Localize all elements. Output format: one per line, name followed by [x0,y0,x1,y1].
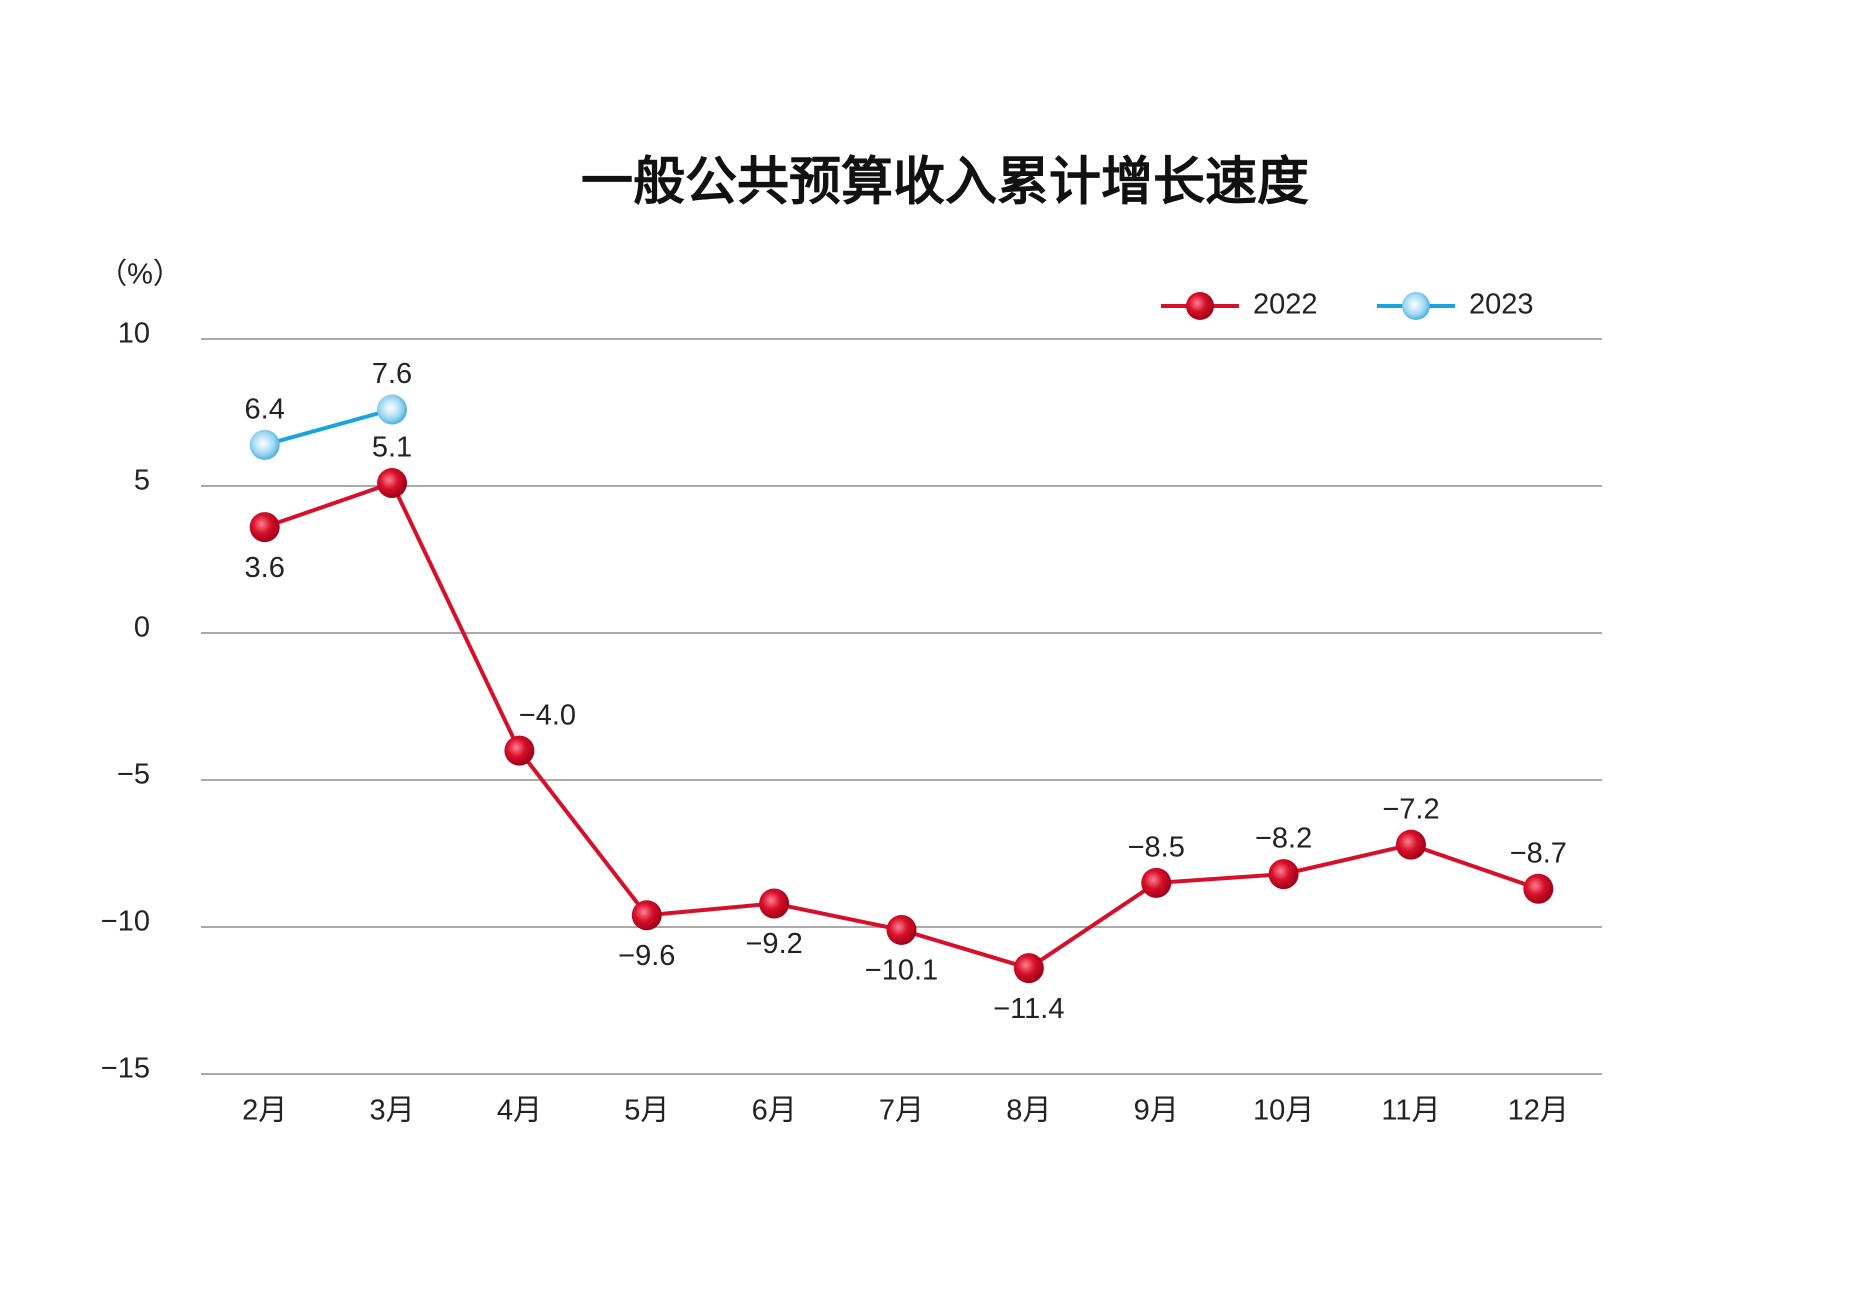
data-point [631,900,662,931]
y-tick-label: −15 [101,1053,150,1085]
data-label: −4.0 [519,699,576,731]
data-label: 7.6 [372,358,412,390]
legend-marker [1402,292,1430,320]
x-tick-label: 6月 [752,1095,797,1127]
x-tick-label: 2月 [242,1095,287,1127]
data-label: −9.2 [746,928,803,960]
x-tick-label: 7月 [879,1095,924,1127]
x-tick-label: 5月 [624,1095,669,1127]
data-point [759,888,790,919]
series-line [264,480,1539,971]
chart-title: 一般公共预算收入累计增长速度 [581,154,1309,212]
data-label: 5.1 [372,432,412,464]
data-point [1141,867,1172,898]
x-tick-label: 3月 [369,1095,414,1127]
data-point [1523,873,1554,904]
series-line [264,407,393,447]
data-point [1268,859,1299,890]
y-tick-label: −5 [117,759,150,791]
data-label: −10.1 [865,955,938,987]
legend-label: 2023 [1469,289,1534,321]
data-label: −9.6 [618,940,675,972]
data-point [504,735,535,766]
data-point [1013,953,1044,984]
y-tick-label: 5 [134,465,150,497]
data-point [249,512,280,543]
data-label: −8.7 [1510,837,1567,869]
data-point [377,394,408,425]
data-label: 3.6 [245,552,285,584]
data-point [249,429,280,460]
data-label: −11.4 [993,993,1064,1025]
data-label: −8.5 [1128,832,1185,864]
x-tick-label: 4月 [497,1095,542,1127]
x-tick-label: 10月 [1253,1095,1314,1127]
y-axis-label: （%） [98,259,182,291]
x-tick-label: 12月 [1508,1095,1569,1127]
x-tick-label: 9月 [1134,1095,1179,1127]
y-tick-label: 10 [118,318,150,350]
data-label: −7.2 [1382,793,1439,825]
y-tick-label: 0 [134,612,150,644]
x-tick-label: 11月 [1381,1095,1440,1127]
data-point [377,468,408,499]
data-point [1395,829,1426,860]
data-label: 6.4 [245,393,285,425]
legend-label: 2022 [1253,289,1318,321]
legend-marker [1186,292,1214,320]
data-label: −8.2 [1255,823,1312,855]
x-tick-label: 8月 [1006,1095,1051,1127]
y-tick-label: −10 [101,906,150,938]
data-point [886,914,917,945]
